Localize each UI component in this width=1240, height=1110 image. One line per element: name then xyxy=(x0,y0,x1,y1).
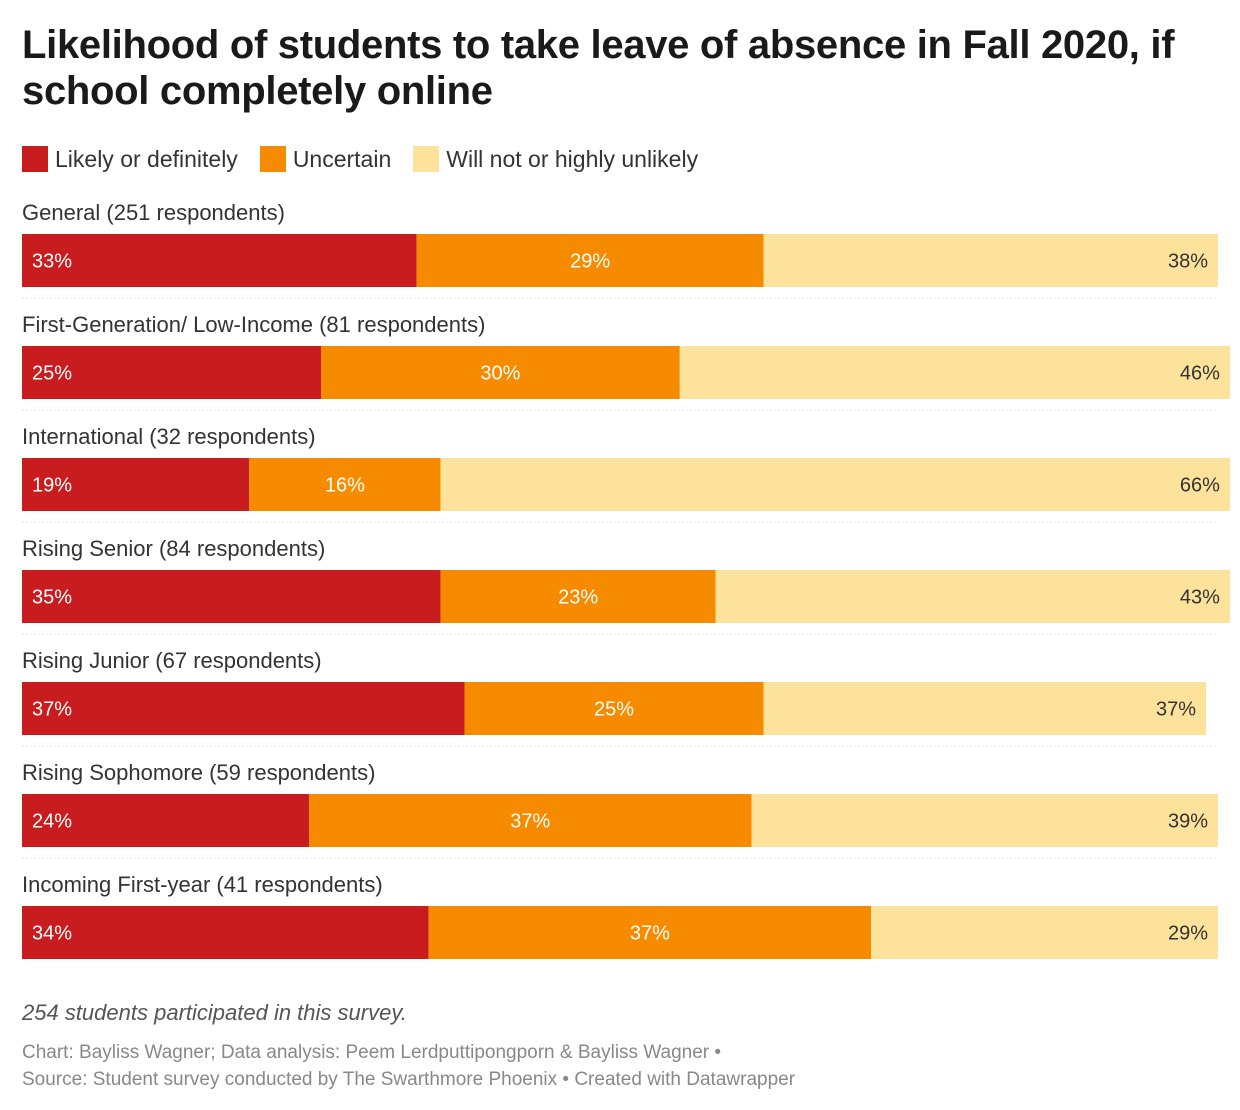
value-label: 46% xyxy=(1180,363,1220,385)
legend-item: Likely or definitely xyxy=(22,146,238,173)
value-label: 19% xyxy=(32,475,72,497)
bar-segment xyxy=(871,906,1218,959)
bar-segment xyxy=(309,794,752,847)
footnote: 254 students participated in this survey… xyxy=(22,1000,407,1025)
bar-segment xyxy=(751,794,1218,847)
bar-segment xyxy=(22,794,310,847)
category-label: Rising Senior (84 respondents) xyxy=(22,536,325,561)
value-label: 39% xyxy=(1168,811,1208,833)
category-label: Rising Sophomore (59 respondents) xyxy=(22,760,375,785)
bar-segment xyxy=(416,234,764,287)
value-label: 37% xyxy=(630,923,670,945)
value-label: 34% xyxy=(32,923,72,945)
category-label: General (251 respondents) xyxy=(22,200,285,225)
stacked-bar-chart: General (251 respondents) 33% 29% 38% First-… xyxy=(22,200,1230,959)
value-label: 29% xyxy=(1168,923,1208,945)
value-label: 16% xyxy=(325,475,365,497)
bar-segment xyxy=(763,234,1218,287)
bar-segment xyxy=(464,682,764,735)
legend-swatch xyxy=(22,146,48,172)
category-label: International (32 respondents) xyxy=(22,424,316,449)
category-label: First-Generation/ Low-Income (81 respond… xyxy=(22,312,485,337)
legend-label: Uncertain xyxy=(292,145,392,172)
category-label: Rising Junior (67 respondents) xyxy=(22,648,322,673)
value-label: 33% xyxy=(32,251,72,273)
bar-segment xyxy=(679,346,1230,399)
bar-segment xyxy=(440,458,1230,511)
legend-label: Will not or highly unlikely xyxy=(446,145,699,172)
legend-swatch xyxy=(259,146,286,172)
value-label: 25% xyxy=(32,363,72,385)
credit-line-source: Source: Student survey conducted by The … xyxy=(22,1069,796,1090)
bar-segment xyxy=(22,682,465,735)
credits: Chart: Bayliss Wagner; Data analysis: Pe… xyxy=(22,1039,795,1093)
value-label: 35% xyxy=(32,587,72,609)
value-label: 37% xyxy=(510,811,550,833)
chart-title: Likelihood of students to take leave of … xyxy=(22,23,1175,113)
category-label: Incoming First-year (41 respondents) xyxy=(22,872,383,897)
bar-segment xyxy=(22,906,429,959)
legend-swatch xyxy=(413,146,440,172)
bar-segment xyxy=(321,346,680,399)
value-label: 37% xyxy=(1156,699,1196,721)
bar-segment xyxy=(763,682,1207,735)
legend-item: Will not or highly unlikely xyxy=(413,146,698,173)
value-label: 25% xyxy=(594,699,634,721)
bar-segment xyxy=(428,906,872,959)
value-label: 37% xyxy=(32,699,72,721)
bar-segment xyxy=(22,234,417,287)
bar-segment xyxy=(22,458,250,511)
legend-label: Likely or definitely xyxy=(55,145,238,172)
value-label: 24% xyxy=(32,811,72,833)
value-label: 43% xyxy=(1180,587,1220,609)
value-label: 30% xyxy=(480,363,520,385)
bar-segment xyxy=(22,570,441,623)
value-label: 29% xyxy=(570,251,610,273)
bar-segment xyxy=(715,570,1230,623)
value-label: 23% xyxy=(558,587,598,609)
bar-segment xyxy=(249,458,441,511)
bar-segment xyxy=(440,570,716,623)
value-label: 38% xyxy=(1168,251,1208,273)
credit-line-chart: Chart: Bayliss Wagner; Data analysis: Pe… xyxy=(22,1042,722,1063)
value-label: 66% xyxy=(1180,475,1220,497)
bar-segment xyxy=(22,346,321,399)
legend: Likely or definitely Uncertain Will not or… xyxy=(22,144,720,174)
legend-item: Uncertain xyxy=(259,145,392,173)
